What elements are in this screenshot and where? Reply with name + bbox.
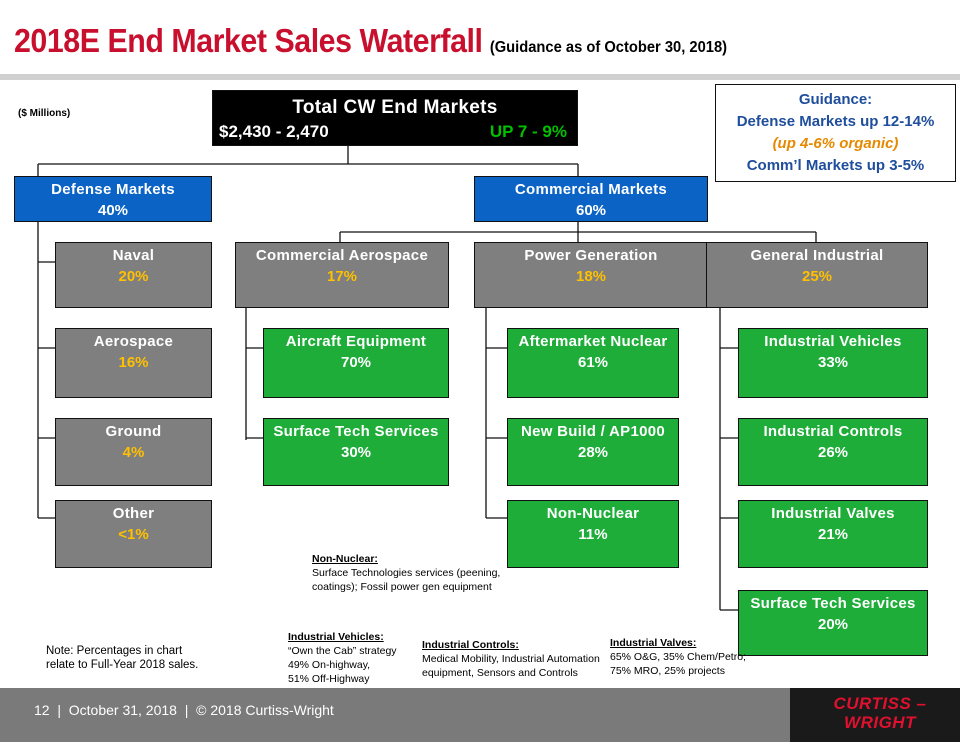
industrial-valves-label: Industrial Valves [771,505,895,522]
non-nuclear-label: Non-Nuclear [546,505,640,522]
other-box: Other <1% [55,500,212,568]
non-nuclear-note: Non-Nuclear: Surface Technologies servic… [312,552,500,594]
aero-surface-tech-pct: 30% [340,444,372,461]
vehicles-note-line: 51% Off-Highway [288,673,370,685]
aero-surface-tech-box: Surface Tech Services 30% [263,418,449,486]
valves-note-line: 75% MRO, 25% projects [610,665,725,677]
controls-note-line: Medical Mobility, Industrial Automation [422,653,600,665]
non-nuclear-box: Non-Nuclear 11% [507,500,679,568]
commercial-aerospace-box: Commercial Aerospace 17% [235,242,449,308]
commercial-markets-box: Commercial Markets 60% [474,176,708,222]
aerospace-pct: 16% [118,354,149,371]
naval-pct: 20% [118,268,149,285]
new-build-box: New Build / AP1000 28% [507,418,679,486]
vehicles-note-line: 49% On-highway, [288,659,371,671]
vehicles-note-line: “Own the Cab” strategy [288,645,397,657]
commercial-pct: 60% [575,202,607,219]
aircraft-equipment-pct: 70% [340,354,372,371]
industrial-surface-tech-label: Surface Tech Services [750,595,916,612]
aero-surface-tech-label: Surface Tech Services [273,423,439,440]
guidance-commercial: Comm’l Markets up 3-5% [746,157,925,174]
power-generation-box: Power Generation 18% [474,242,708,308]
total-range: $2,430 - 2,470 [219,122,329,141]
industrial-controls-label: Industrial Controls [763,423,903,440]
non-nuclear-note-title: Non-Nuclear: [312,553,378,565]
vehicles-note-title: Industrial Vehicles: [288,631,384,643]
general-industrial-pct: 25% [801,268,833,285]
valves-note: Industrial Valves: 65% O&G, 35% Chem/Pet… [610,636,746,678]
guidance-defense: Defense Markets up 12-14% [736,113,935,130]
new-build-label: New Build / AP1000 [520,423,666,440]
title-rule [0,74,960,80]
industrial-surface-tech-box: Surface Tech Services 20% [738,590,928,656]
guidance-heading: Guidance: [798,91,873,108]
industrial-valves-box: Industrial Valves 21% [738,500,928,568]
industrial-vehicles-pct: 33% [817,354,849,371]
valves-note-line: 65% O&G, 35% Chem/Petro; [610,651,746,663]
industrial-controls-pct: 26% [817,444,849,461]
aftermarket-nuclear-label: Aftermarket Nuclear [518,333,668,350]
industrial-valves-pct: 21% [817,526,849,543]
page-subtitle: (Guidance as of October 30, 2018) [489,39,728,56]
aerospace-box: Aerospace 16% [55,328,212,398]
percentage-note-line: relate to Full-Year 2018 sales. [46,659,199,671]
aerospace-label: Aerospace [93,333,174,350]
footer-text: 12 | October 31, 2018 | © 2018 Curtiss-W… [34,702,334,718]
industrial-vehicles-box: Industrial Vehicles 33% [738,328,928,398]
naval-box: Naval 20% [55,242,212,308]
percentage-note-line: Note: Percentages in chart [46,645,183,657]
controls-note-title: Industrial Controls: [422,639,519,651]
other-pct: <1% [118,526,149,543]
general-industrial-box: General Industrial 25% [706,242,928,308]
vehicles-note: Industrial Vehicles: “Own the Cab” strat… [288,630,397,686]
total-label: Total CW End Markets [292,97,498,118]
controls-note: Industrial Controls: Medical Mobility, I… [422,638,600,680]
valves-note-title: Industrial Valves: [610,637,697,649]
guidance-box: Guidance: Defense Markets up 12-14% (up … [715,84,956,182]
aftermarket-nuclear-box: Aftermarket Nuclear 61% [507,328,679,398]
industrial-vehicles-label: Industrial Vehicles [764,333,902,350]
ground-box: Ground 4% [55,418,212,486]
logo-line: CURTISS – [833,694,927,713]
commercial-label: Commercial Markets [514,181,668,198]
power-generation-label: Power Generation [524,247,658,264]
defense-label: Defense Markets [51,181,175,198]
other-label: Other [112,505,155,522]
aircraft-equipment-label: Aircraft Equipment [285,333,427,350]
ground-pct: 4% [122,444,145,461]
logo-line: WRIGHT [844,713,916,732]
industrial-controls-box: Industrial Controls 26% [738,418,928,486]
industrial-surface-tech-pct: 20% [817,616,849,633]
aftermarket-nuclear-pct: 61% [577,354,609,371]
percentage-note: Note: Percentages in chart relate to Ful… [46,644,198,672]
ground-label: Ground [105,423,162,440]
page-title: 2018E End Market Sales Waterfall (Guidanc… [14,22,728,59]
total-growth: UP 7 - 9% [489,122,567,141]
controls-note-line: equipment, Sensors and Controls [422,667,578,679]
curtiss-wright-logo: CURTISS – WRIGHT [805,694,955,732]
non-nuclear-pct: 11% [578,526,608,543]
logo-background [790,688,960,742]
units-label: ($ Millions) [18,108,71,119]
commercial-aerospace-label: Commercial Aerospace [255,247,429,264]
defense-markets-box: Defense Markets 40% [14,176,212,222]
defense-pct: 40% [97,202,129,219]
power-generation-pct: 18% [575,268,607,285]
aircraft-equipment-box: Aircraft Equipment 70% [263,328,449,398]
new-build-pct: 28% [577,444,609,461]
total-end-markets-box: Total CW End Markets $2,430 - 2,470 UP 7… [212,90,578,146]
non-nuclear-note-line: coatings); Fossil power gen equipment [312,581,492,593]
general-industrial-label: General Industrial [750,247,884,264]
naval-label: Naval [112,247,155,264]
commercial-aerospace-pct: 17% [326,268,358,285]
non-nuclear-note-line: Surface Technologies services (peening, [312,567,501,579]
guidance-organic: (up 4-6% organic) [772,135,899,152]
